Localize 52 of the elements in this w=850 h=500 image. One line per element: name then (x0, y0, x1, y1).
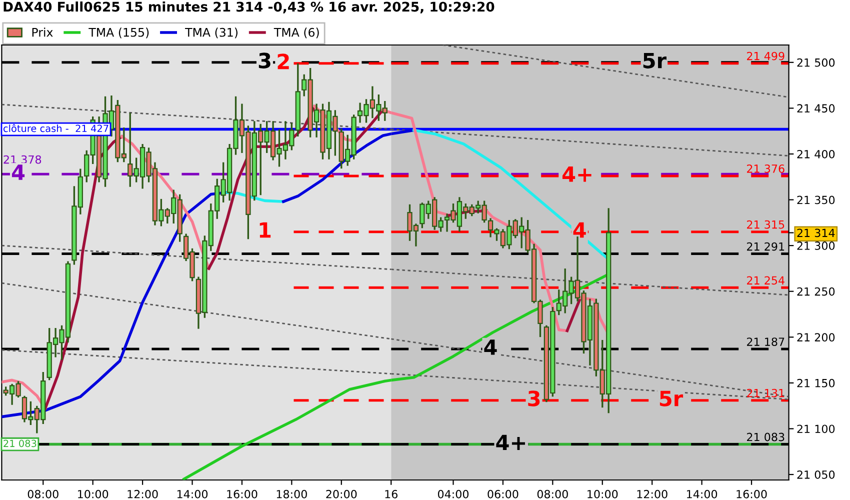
x-tick-label: 08:00 (537, 490, 568, 498)
y-tick-label: 21 314 (797, 228, 835, 238)
ref-line-label: 21 376 (747, 164, 784, 173)
legend-label: TMA (155) (88, 28, 149, 38)
annotation: 4+ (496, 434, 526, 450)
y-tick-label: 21 050 (797, 470, 835, 479)
annotation: 4+ (562, 166, 592, 182)
x-tick-label: 14:00 (177, 490, 208, 498)
legend-label: TMA (31) (185, 28, 238, 38)
x-tick-label: 04:00 (438, 490, 469, 498)
ref-line-label: 21 187 (747, 338, 784, 346)
annotation: 2 (278, 54, 289, 70)
x-tick-label: 12:00 (637, 490, 668, 498)
y-tick-label: 21 400 (797, 150, 835, 158)
annotation: 5r (643, 52, 666, 68)
x-tick-label: 16 (385, 490, 398, 498)
ref-line-label: 21 083 (747, 432, 784, 442)
x-tick-label: 10:00 (588, 490, 618, 498)
annotation: 1 (260, 222, 271, 238)
y-tick-label: 21 100 (797, 424, 835, 434)
ref-line-label: 21 291 (747, 242, 784, 251)
y-tick-label: 21 450 (797, 104, 835, 113)
x-tick-label: 16:00 (227, 490, 258, 498)
annotation: 3 (258, 52, 270, 68)
x-tick-label: 08:00 (28, 490, 58, 498)
x-tick-label: 12:00 (128, 490, 158, 498)
legend-label: Prix (32, 28, 53, 37)
y-tick-label: 21 350 (797, 196, 835, 204)
x-tick-label: 16:00 (736, 490, 767, 498)
annotation: 4 (573, 222, 586, 238)
ref-line-label: 21 315 (747, 220, 784, 229)
annotation: 4 (12, 164, 25, 180)
x-tick-label: 18:00 (276, 490, 307, 498)
x-tick-label: 20:00 (326, 490, 357, 498)
annotation: 3 (528, 390, 540, 406)
ref-line-label: 21 083 (4, 440, 36, 448)
ref-line-label: clôture cash - 21 427 (3, 124, 108, 132)
ref-line-label: 21 499 (747, 52, 784, 60)
x-tick-label: 14:00 (687, 490, 718, 498)
y-tick-label: 21 300 (797, 242, 835, 250)
y-tick-label: 21 250 (797, 287, 835, 296)
y-tick-label: 21 500 (797, 58, 835, 67)
annotation: 5r (660, 390, 684, 406)
y-tick-label: 21 150 (797, 378, 835, 388)
y-tick-label: 21 200 (797, 333, 835, 342)
chart-title: DAX40 Full0625 15 minutes 21 314 -0,43 % 16 avr. 2025, 10:29:20 (4, 2, 494, 14)
legend-label: TMA (6) (274, 28, 319, 38)
x-tick-label: 06:00 (488, 490, 518, 498)
ref-line-label: 21 131 (747, 388, 784, 398)
annotation: 4 (484, 340, 497, 355)
ref-line-label: 21 254 (747, 276, 784, 285)
x-tick-label: 10:00 (78, 490, 108, 498)
